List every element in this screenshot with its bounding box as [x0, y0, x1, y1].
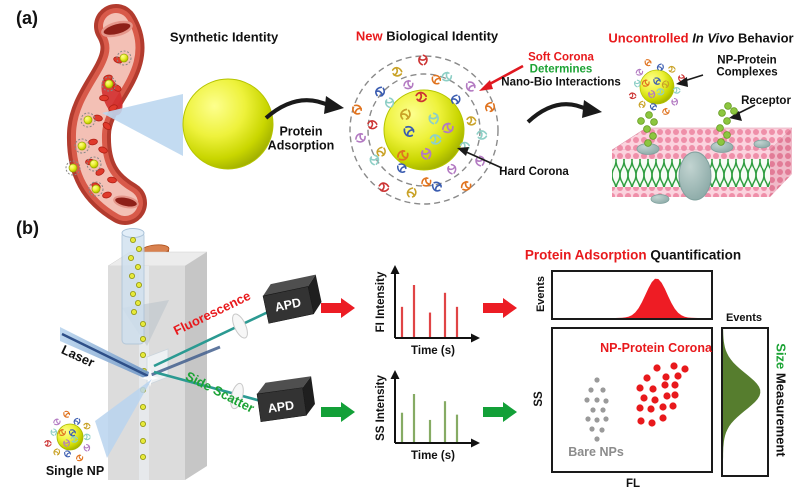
panel-b-label: (b)	[16, 218, 39, 238]
uncontrolled-title: Uncontrolled In Vivo Behavior	[608, 30, 794, 46]
lens	[230, 382, 244, 410]
corona-nanoparticle	[349, 54, 499, 205]
scatter-xlabel: FL	[625, 478, 641, 490]
single-np-proteins	[44, 410, 91, 462]
soft-corona-arrow	[479, 64, 524, 91]
red-arrow	[321, 298, 355, 318]
fi-xlabel: Time (s)	[411, 345, 455, 357]
size-events-label: Events	[725, 312, 763, 324]
apd-detector-side-scatter	[256, 376, 315, 423]
quantification-peak	[553, 278, 711, 318]
ss-spikes	[400, 394, 459, 442]
bare-nps-label: Bare NPs	[568, 445, 624, 459]
panel-a-label: (a)	[16, 8, 38, 28]
soft-corona-ring	[349, 55, 499, 205]
single-np-label: Single NP	[45, 464, 105, 478]
lens	[232, 313, 248, 339]
receptors	[637, 102, 738, 147]
protein-adsorption-label: Protein Adsorption	[267, 124, 335, 152]
red-arrow	[483, 298, 517, 318]
hard-corona-ring	[367, 73, 481, 187]
quant-events-label: Events	[535, 275, 547, 313]
apd-detector-fluorescence	[262, 274, 322, 324]
single-np-cone	[95, 379, 152, 458]
ss-ylabel: SS Intensity	[375, 375, 387, 441]
quantification-title: Protein Adsorption Quantification	[524, 247, 742, 263]
protein-adsorption-arrow	[264, 96, 344, 120]
receptor-arrow	[729, 104, 756, 121]
fi-intensity-plot	[390, 265, 480, 343]
green-arrow	[321, 402, 355, 422]
hard-corona-arrow	[457, 147, 503, 169]
scatter-ylabel: SS	[533, 391, 545, 407]
soft-corona-label: Soft Corona Determines Nano-Bio Interact…	[501, 51, 621, 89]
quantification-histogram-box	[551, 270, 713, 320]
transmitted-beam	[150, 345, 221, 377]
ss-xlabel: Time (s)	[411, 450, 455, 462]
nanoparticles-in-vessel	[65, 50, 132, 197]
cell-membrane	[611, 102, 793, 204]
green-arrow	[483, 402, 517, 422]
new-biological-title: New Biological Identity	[355, 28, 499, 44]
size-peak	[723, 329, 761, 475]
hard-corona-label: Hard Corona	[499, 166, 569, 178]
np-protein-complexes-label: NP-Protein Complexes	[716, 54, 778, 79]
fluorescence-beam	[153, 301, 288, 368]
complex-proteins	[628, 59, 685, 115]
size-histogram-box	[721, 327, 769, 477]
scatter-dots	[584, 362, 689, 442]
synthetic-identity-title: Synthetic Identity	[169, 29, 279, 45]
laser-core	[61, 332, 151, 379]
side-scatter-beam	[153, 370, 273, 406]
size-measurement-title: Size Measurement	[773, 343, 789, 457]
blood-vessel-illustration	[65, 4, 147, 225]
red-blood-cells	[85, 56, 123, 199]
nano-bio-arrow	[526, 100, 602, 124]
membrane-protein	[678, 151, 712, 201]
np-complex-arrow	[676, 74, 704, 87]
receptor-label: Receptor	[741, 95, 791, 107]
focal-glint	[141, 369, 159, 387]
bare-nanoparticle-sphere	[182, 78, 274, 170]
single-np	[44, 410, 91, 462]
ss-intensity-plot	[390, 370, 480, 448]
np-protein-corona-label: NP-Protein Corona	[600, 341, 712, 355]
fi-spikes	[400, 285, 459, 337]
scatter-plot-box	[551, 327, 713, 473]
zoom-cone	[102, 94, 183, 156]
np-protein-complex	[628, 59, 685, 115]
flow-cell	[107, 228, 208, 480]
fi-ylabel: FI Intensity	[375, 271, 387, 333]
